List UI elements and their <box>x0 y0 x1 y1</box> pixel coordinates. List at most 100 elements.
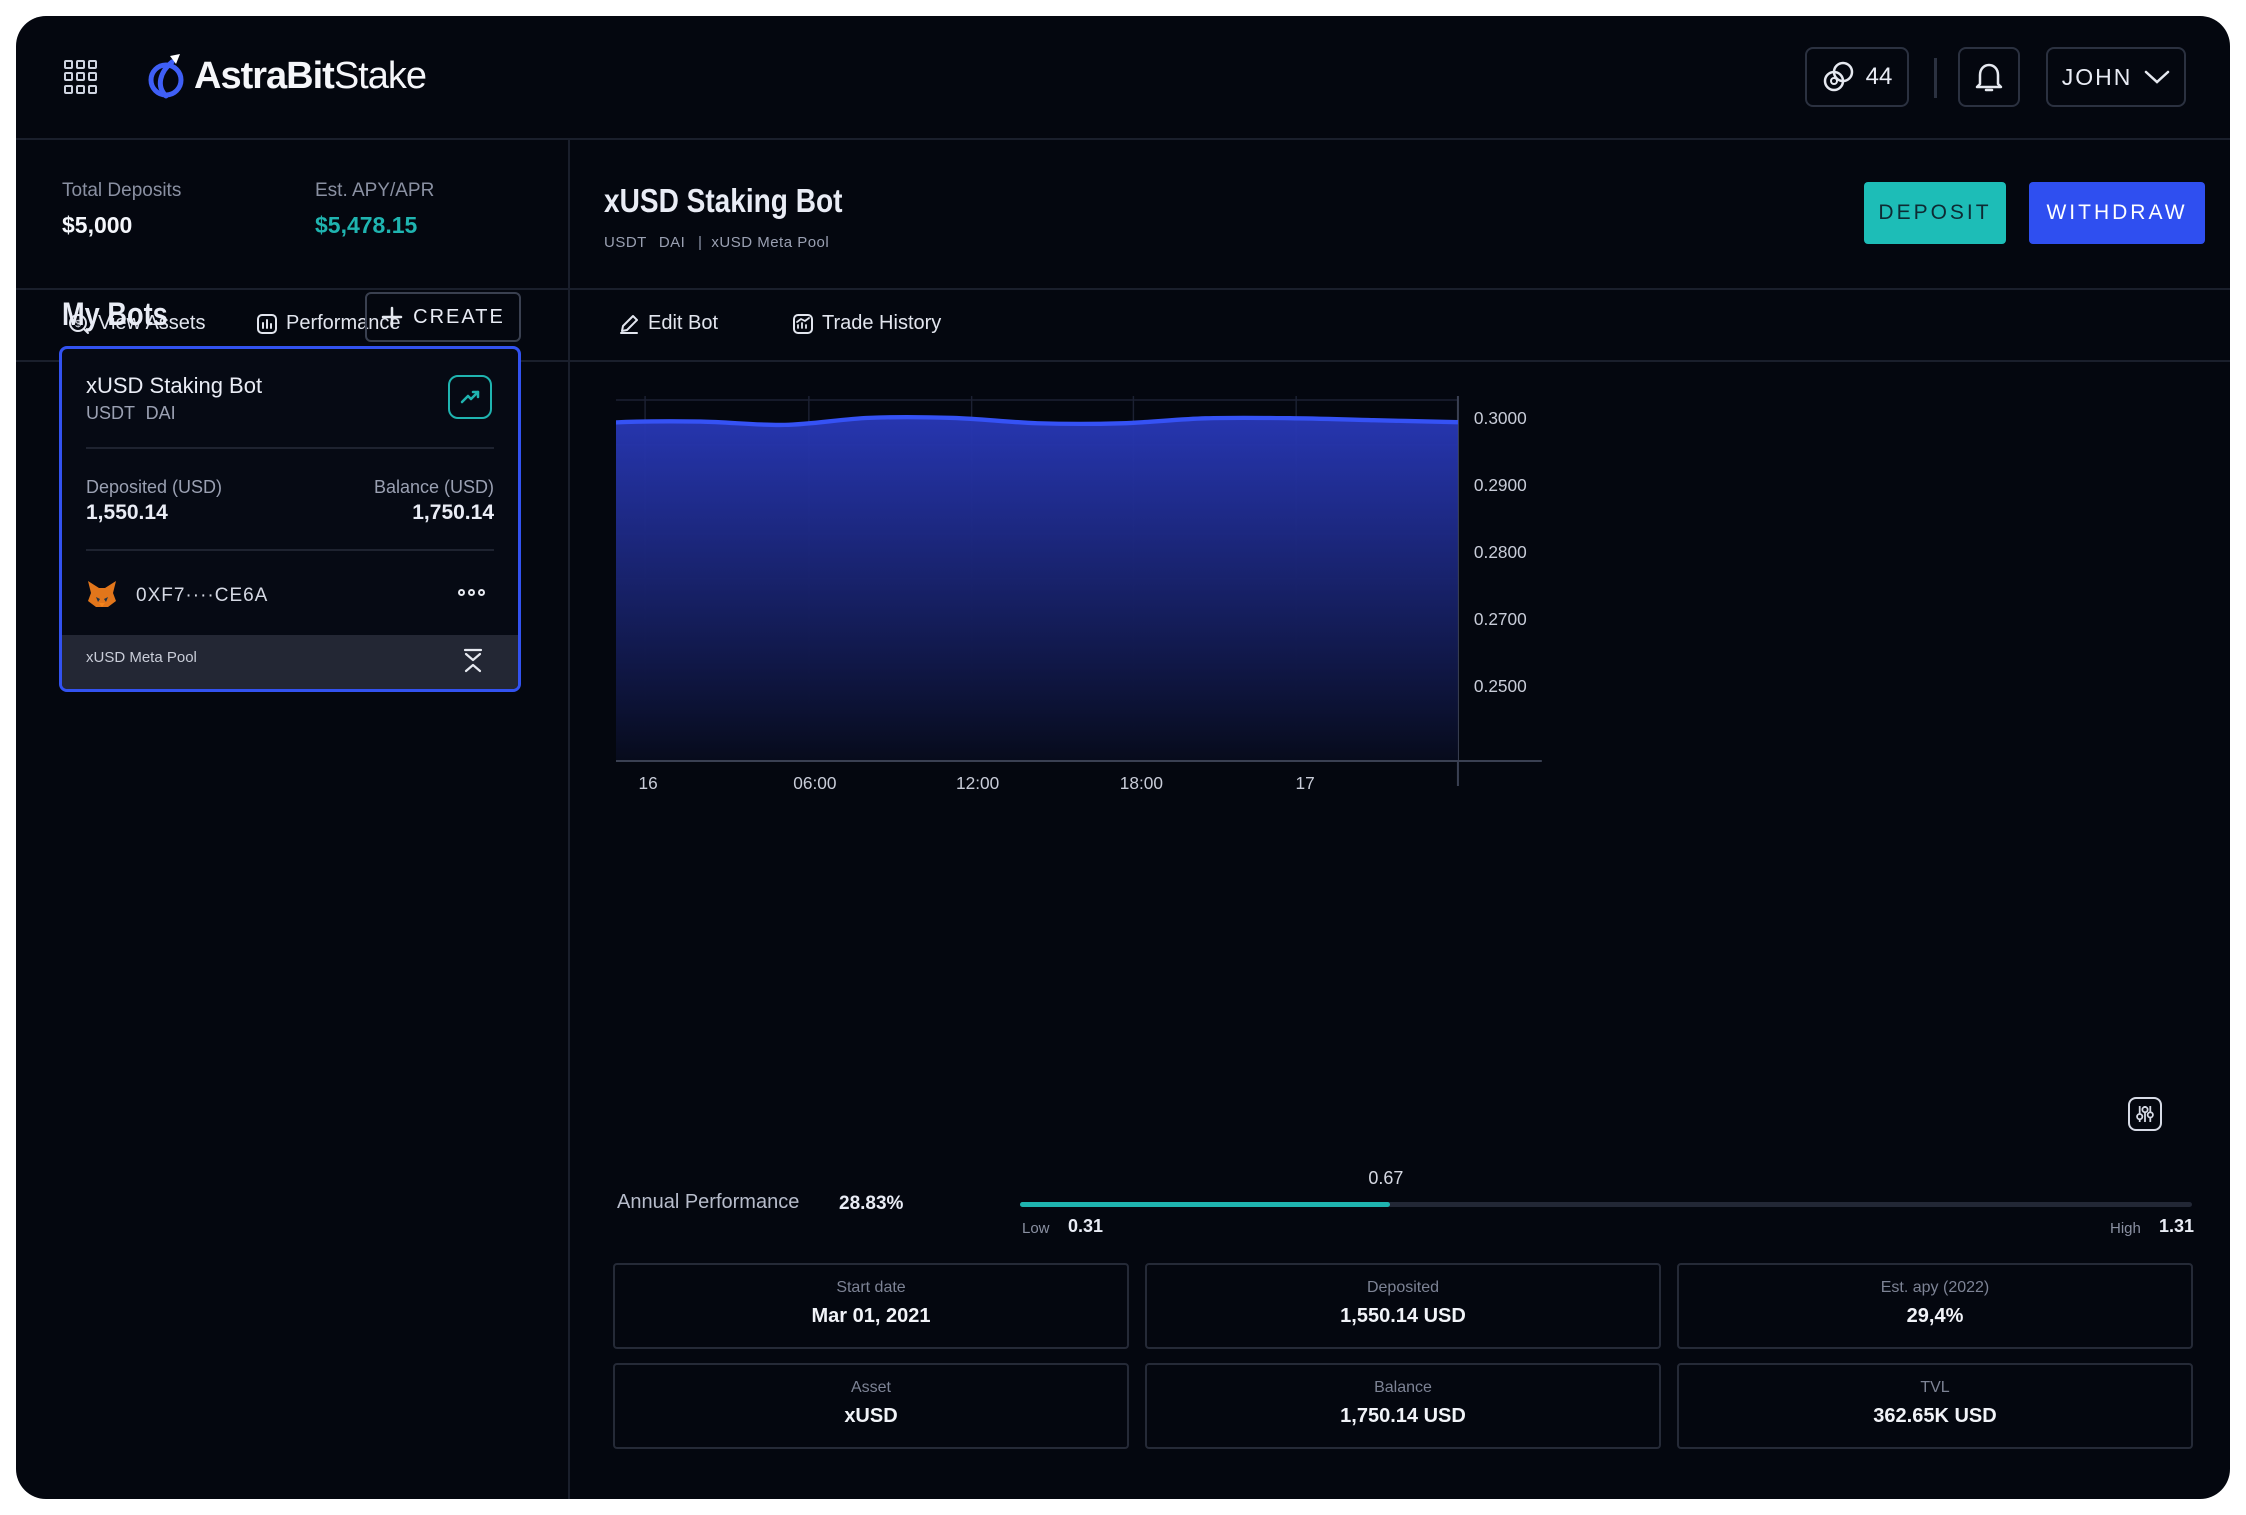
x-tick-label: 12:00 <box>956 773 999 793</box>
deposit-button[interactable]: DEPOSIT <box>1864 182 2006 244</box>
range-low-value: 0.31 <box>1068 1216 1104 1236</box>
y-tick-label: 0.3000 <box>1474 408 1527 428</box>
chevron-down-icon <box>2145 70 2170 84</box>
coins-button[interactable]: 44 <box>1805 47 1909 107</box>
x-tick-label: 18:00 <box>1120 773 1163 793</box>
header-divider <box>1934 58 1937 98</box>
range-high-value: 1.31 <box>2159 1216 2195 1236</box>
balance-value: 1,750.14 <box>412 501 494 524</box>
range-high-label: High <box>2110 1220 2141 1237</box>
info-value: 1,750.14 USD <box>1340 1405 1466 1427</box>
area-series-fill <box>448 417 1458 760</box>
user-name: JOHN <box>2061 63 2133 90</box>
balance-label: Balance (USD) <box>373 477 494 497</box>
app-window: AstraBitStake 44 JOHN Total De <box>16 16 2230 1499</box>
main-subnav: Edit Bot Trade History <box>570 288 2230 362</box>
top-bar: AstraBitStake 44 JOHN <box>16 16 2230 140</box>
user-menu-button[interactable]: JOHN <box>2046 47 2186 107</box>
x-tick-label: 06:00 <box>793 773 836 793</box>
area-series-line <box>448 414 1458 432</box>
info-tvl: TVL 362.65K USD <box>1677 1363 2193 1449</box>
info-value: xUSD <box>844 1405 898 1427</box>
info-start-date: Start date Mar 01, 2021 <box>613 1263 1129 1349</box>
more-options-icon[interactable] <box>458 589 485 596</box>
trade-history-label: Trade History <box>822 312 942 334</box>
card-divider <box>86 447 494 449</box>
collapse-icon[interactable] <box>462 647 484 677</box>
performance-range-fill <box>1020 1202 1391 1207</box>
price-chart: 0.31000.30000.29000.28000.27000.250018:0… <box>448 295 2216 1156</box>
performance-link[interactable]: Performance <box>256 312 401 335</box>
tag-usdt: USDT <box>604 234 647 251</box>
svg-text:$: $ <box>75 319 81 330</box>
coins-icon <box>1823 61 1853 92</box>
bot-tags: USDT DAI xUSD Meta Pool <box>604 234 829 251</box>
total-deposits-stat: Total Deposits $5,000 <box>62 180 181 239</box>
logo-icon <box>148 54 184 99</box>
bot-card-name: xUSD Staking Bot <box>86 373 263 398</box>
y-tick-label: 0.2900 <box>1474 475 1527 495</box>
my-bots-title: My Bots <box>62 296 168 332</box>
deposited-value: 1,550.14 <box>86 501 168 524</box>
tag-pool: xUSD Meta Pool <box>711 234 830 251</box>
bar-chart-icon <box>257 313 277 334</box>
info-label: Start date <box>836 1279 906 1296</box>
info-asset: Asset xUSD <box>613 1363 1129 1449</box>
trending-up-icon <box>448 375 492 419</box>
x-tick-label: 17 <box>1296 773 1315 793</box>
y-tick-label: 0.2800 <box>1474 542 1527 562</box>
info-label: Deposited <box>1366 1279 1440 1296</box>
info-value: 29,4% <box>1906 1305 1964 1327</box>
pool-label: xUSD Meta Pool <box>86 649 197 666</box>
wallet-address: 0XF7····CE6A <box>136 585 269 606</box>
create-bot-button[interactable]: CREATE <box>365 292 521 342</box>
y-tick-label: 0.2700 <box>1474 609 1527 629</box>
total-deposits-label: Total Deposits <box>62 180 182 201</box>
info-value: 362.65K USD <box>1873 1405 1997 1427</box>
pencil-icon <box>620 314 638 334</box>
info-balance: Balance 1,750.14 USD <box>1145 1363 1661 1449</box>
left-panel: Total Deposits $5,000 Est. APY/APR $5,47… <box>16 140 570 1499</box>
plus-icon <box>381 306 403 328</box>
performance-range-bar <box>1020 1202 2192 1207</box>
tag-dai: DAI <box>658 234 686 251</box>
info-value: Mar 01, 2021 <box>811 1305 931 1327</box>
notifications-button[interactable] <box>1958 47 2020 107</box>
edit-bot-link[interactable]: Edit Bot <box>618 312 718 335</box>
x-tick-label: 16 <box>638 773 657 793</box>
asset-search-icon: $ <box>69 313 89 334</box>
metamask-fox-icon <box>88 581 116 607</box>
apy-label: Est. APY/APR <box>315 180 435 201</box>
bot-card[interactable]: xUSD Staking Bot USDT DAI Deposited (USD… <box>59 346 521 692</box>
info-label: TVL <box>1920 1379 1950 1396</box>
trade-history-link[interactable]: Trade History <box>792 312 941 335</box>
chart-settings-icon[interactable] <box>2128 1097 2162 1131</box>
range-low-label: Low <box>1022 1220 1050 1237</box>
apy-stat: Est. APY/APR $5,478.15 <box>315 180 434 239</box>
performance-label: Performance <box>286 312 401 334</box>
annual-performance-value: 28.83% <box>839 1193 904 1214</box>
bell-icon <box>1975 63 2003 92</box>
info-value: 1,550.14 USD <box>1340 1305 1466 1327</box>
performance-current-value: 0.67 <box>1368 1168 1404 1188</box>
bot-card-tags: USDT DAI <box>86 403 176 423</box>
logo[interactable]: AstraBitStake <box>146 50 427 102</box>
create-label: CREATE <box>413 305 505 328</box>
card-divider <box>86 549 494 551</box>
bot-detail-header: xUSD Staking Bot USDT DAI xUSD Meta Pool… <box>570 140 2230 288</box>
info-deposited: Deposited 1,550.14 USD <box>1145 1263 1661 1349</box>
view-assets-link[interactable]: $ View Assets <box>68 312 205 335</box>
bot-card-footer: xUSD Meta Pool <box>62 635 518 689</box>
logo-text: AstraBitStake <box>194 54 427 97</box>
view-assets-label: View Assets <box>98 312 206 334</box>
withdraw-button[interactable]: WITHDRAW <box>2029 182 2205 244</box>
app-grid-icon[interactable] <box>64 60 98 94</box>
page-title: xUSD Staking Bot <box>604 182 843 219</box>
tag-separator <box>699 235 702 250</box>
info-label: Asset <box>850 1379 891 1396</box>
edit-bot-label: Edit Bot <box>648 312 719 334</box>
deposited-label: Deposited (USD) <box>86 477 223 497</box>
coins-count: 44 <box>1865 63 1893 90</box>
info-label: Balance <box>1374 1379 1432 1396</box>
info-est-apy: Est. apy (2022) 29,4% <box>1677 1263 2193 1349</box>
